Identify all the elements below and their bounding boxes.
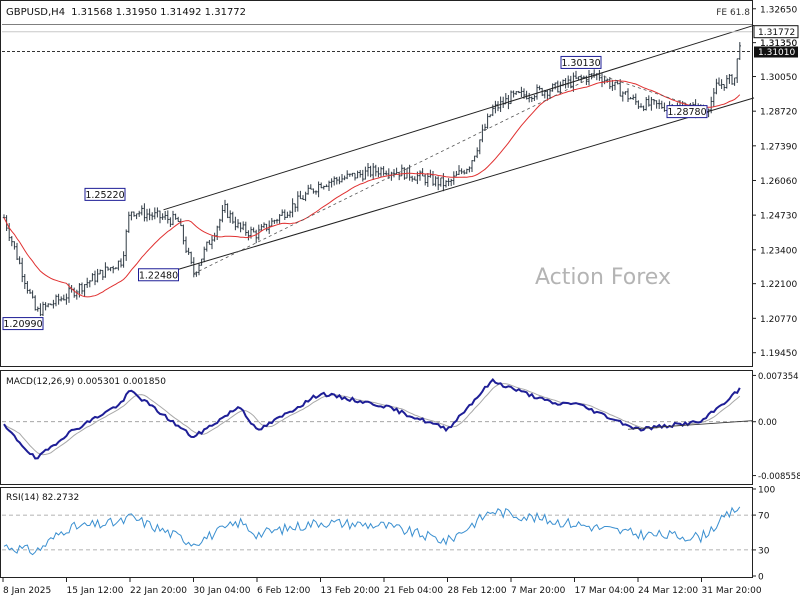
rsi-tick-label: 100 <box>758 486 775 496</box>
time-tick-label: 28 Feb 12:00 <box>448 586 507 596</box>
time-tick-label: 30 Jan 04:00 <box>194 586 251 596</box>
rsi-tick-label: 30 <box>758 546 770 556</box>
price-panel-frame <box>0 0 753 367</box>
macd-tick-label: -0.008558 <box>758 472 800 482</box>
time-tick-label: 22 Jan 20:00 <box>130 586 187 596</box>
price-annotation-label: 1.22480 <box>139 270 178 281</box>
macd-main-line <box>3 377 741 460</box>
time-tick-label: 8 Jan 2025 <box>3 586 51 596</box>
rsi-line <box>3 506 741 556</box>
macd-signal-line <box>3 383 741 456</box>
price-tick-label: 1.19450 <box>760 349 797 359</box>
price-header: GBPUSD,H4 1.31568 1.31950 1.31492 1.31772 <box>6 7 246 18</box>
price-tick-label: 1.22100 <box>760 280 797 290</box>
price-tick-label: 1.23400 <box>760 246 797 256</box>
price-annotation-label: 1.30130 <box>561 58 600 69</box>
current-price-box <box>753 25 799 39</box>
rsi-tick-label: 0 <box>758 573 764 583</box>
time-tick-label: 24 Mar 12:00 <box>638 586 698 596</box>
price-annotation-label: 1.28780 <box>667 107 706 118</box>
macd-tick-label: 0.007354 <box>758 372 799 382</box>
time-tick-label: 17 Mar 04:00 <box>575 586 635 596</box>
level-label: 1.31350 <box>760 39 797 49</box>
macd-title: MACD(12,26,9) 0.005301 0.001850 <box>6 377 166 387</box>
time-tick-label: 6 Feb 12:00 <box>257 586 311 596</box>
price-annotation-label: 1.20990 <box>3 319 42 330</box>
current-price-label: 1.31772 <box>758 28 795 38</box>
macd-tick-label: 0.00 <box>758 418 777 428</box>
price-tick-label: 1.28720 <box>760 108 797 118</box>
time-tick-label: 13 Feb 20:00 <box>321 586 380 596</box>
level-label: 1.31010 <box>758 48 795 58</box>
price-tick-label: 1.27390 <box>760 142 797 152</box>
time-tick-label: 21 Feb 04:00 <box>384 586 443 596</box>
fib-level-label: FE 61.8 <box>716 8 750 18</box>
channel-upper-line <box>163 24 755 211</box>
rsi-panel-frame <box>0 487 753 578</box>
price-tick-label: 1.24730 <box>760 212 797 222</box>
symbol-timeframe: GBPUSD,H4 <box>6 7 65 18</box>
price-annotation-label: 1.25220 <box>85 190 124 201</box>
macd-panel-frame <box>0 370 753 485</box>
macd-trend-line <box>627 420 753 430</box>
watermark: Action Forex <box>535 265 671 290</box>
projection-line <box>597 74 706 110</box>
ohlc-values: 1.31568 1.31950 1.31492 1.31772 <box>71 7 246 18</box>
time-tick-label: 31 Mar 20:00 <box>702 586 762 596</box>
price-tick-label: 1.26060 <box>760 177 797 187</box>
rsi-tick-label: 70 <box>758 512 770 522</box>
price-tick-label: 1.20770 <box>760 315 797 325</box>
price-tick-label: 1.30050 <box>760 73 797 83</box>
channel-lower-line <box>163 97 755 275</box>
price-annotation-box <box>138 268 179 282</box>
price-tick-label: 1.32650 <box>760 5 797 15</box>
price-annotation-box <box>84 187 126 201</box>
price-annotation-box <box>2 317 44 331</box>
time-tick-label: 7 Mar 20:00 <box>511 586 566 596</box>
time-tick-label: 15 Jan 12:00 <box>67 586 124 596</box>
rsi-title: RSI(14) 82.2732 <box>6 493 79 503</box>
price-annotation-box <box>560 55 602 69</box>
level-label-box <box>754 46 798 58</box>
price-tick-label: 1.31350 <box>760 39 797 49</box>
price-annotation-box <box>666 105 708 119</box>
